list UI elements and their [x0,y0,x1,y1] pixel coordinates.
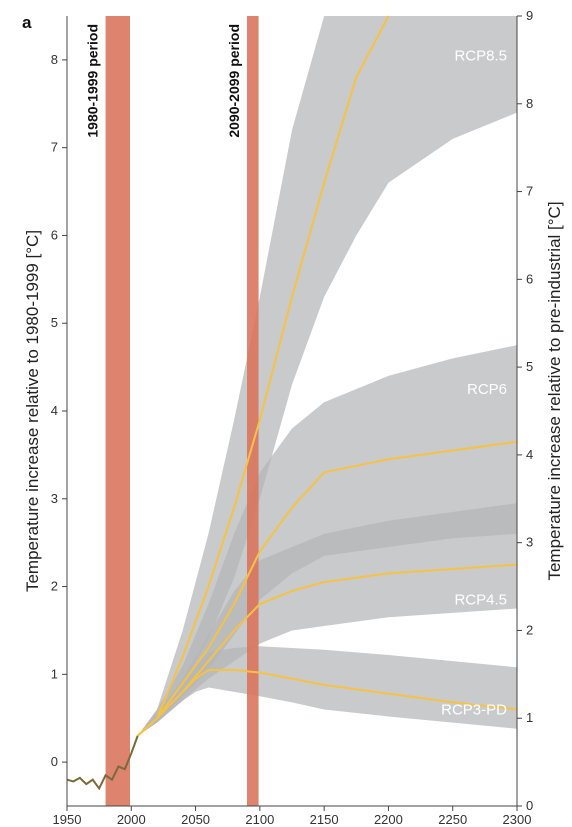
y-right-tick-label: 3 [526,535,533,550]
period-label-2: 2090-2099 period [226,24,242,138]
axes: 1950 2000 2050 2100 2150 2200 2250 230001234567… [51,8,533,827]
y-right-tick-label: 1 [526,710,533,725]
period-bars [105,16,259,806]
y-right-tick-label: 8 [526,96,533,111]
historical-line [66,735,139,791]
y-right-tick-label: 2 [526,622,533,637]
y-left-tick-label: 0 [51,754,58,769]
y-right-tick-label: 5 [526,359,533,374]
scenario-label-rcp3-pd: RCP3-PD [441,701,507,718]
x-tick-label: 2000 [117,812,146,827]
y-left-tick-label: 1 [51,666,58,681]
scenario-label-rcp6: RCP6 [467,381,507,398]
y-right-tick-label: 0 [526,798,533,813]
scenario-label-rcp4-5: RCP4.5 [454,592,507,609]
line-rcp3-pd [137,668,518,737]
y-axis-right-title: Temperature increase relative to pre-ind… [545,201,564,580]
y-left-tick-label: 2 [51,579,58,594]
line-rcp6 [137,440,518,737]
x-tick-label: 2050 [181,812,210,827]
y-right-tick-label: 7 [526,184,533,199]
x-tick-label: 1950 [53,812,82,827]
y-left-tick-label: 8 [51,52,58,67]
period-label-1: 1980-1999 period [85,24,101,138]
y-left-tick-label: 3 [51,491,58,506]
x-tick-label: 2250 [438,812,467,827]
x-tick-label: 2300 [503,812,532,827]
uncertainty-bands [137,16,517,736]
panel-letter: a [22,13,32,32]
band-rcp4-5 [137,503,517,736]
line-rcp8-5 [137,15,390,737]
y-right-tick-label: 4 [526,447,533,462]
y-left-tick-label: 5 [51,315,58,330]
y-left-tick-label: 7 [51,140,58,155]
y-axis-left-title: Temperature increase relative to 1980-19… [23,230,42,592]
band-rcp3-pd [137,646,517,736]
x-tick-label: 2150 [310,812,339,827]
period-bar-2 [247,16,259,806]
scenario-lines [66,15,518,791]
y-left-tick-label: 4 [51,403,58,418]
labels: Temperature increase relative to 1980-19… [22,13,564,718]
period-bar-1 [105,16,130,806]
y-right-tick-label: 6 [526,271,533,286]
scenario-label-rcp8-5: RCP8.5 [454,48,507,65]
x-tick-label: 2200 [374,812,403,827]
y-right-tick-label: 9 [526,8,533,23]
y-left-tick-label: 6 [51,227,58,242]
x-tick-label: 2100 [245,812,274,827]
